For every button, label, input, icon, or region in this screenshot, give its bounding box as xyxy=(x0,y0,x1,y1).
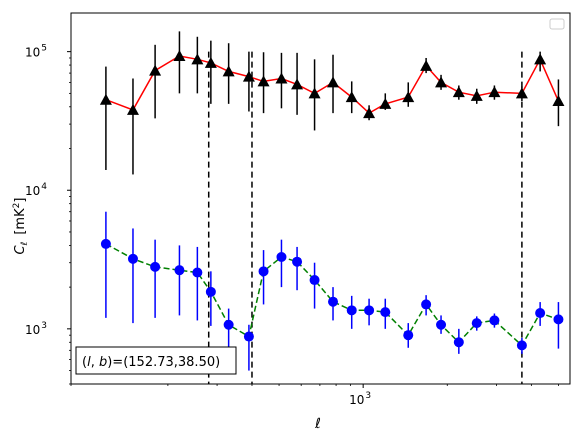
upper-triangle-point-19 xyxy=(452,86,465,98)
lower-circle-point-19 xyxy=(453,337,464,348)
upper-triangle-point-23 xyxy=(534,53,547,65)
upper-triangle-point-14 xyxy=(363,107,376,119)
annotation-text: (l, b)=(152.73,38.50) xyxy=(82,355,220,370)
y-axis-label: Cℓ[mK2] xyxy=(12,198,30,255)
upper-triangle-point-13 xyxy=(345,91,358,103)
lower-circle-point-17 xyxy=(421,299,432,310)
upper-triangle-point-21 xyxy=(488,86,501,98)
upper-triangle-point-2 xyxy=(149,64,162,76)
lower-circle-point-16 xyxy=(403,330,414,341)
upper-triangle-point-0 xyxy=(99,93,112,105)
lower-circle-point-2 xyxy=(150,261,161,272)
lower-circle-point-9 xyxy=(276,251,287,262)
lower-circle-point-8 xyxy=(258,266,269,277)
legend-box xyxy=(549,18,565,30)
lower-series-line xyxy=(105,243,559,347)
lower-circle-point-7 xyxy=(243,331,254,342)
lower-circle-point-12 xyxy=(328,296,339,307)
upper-triangle-point-11 xyxy=(308,87,321,99)
lower-circle-point-14 xyxy=(364,305,375,316)
lower-circle-point-13 xyxy=(346,305,357,316)
upper-triangle-point-17 xyxy=(420,59,433,71)
lower-circle-point-18 xyxy=(436,319,447,330)
upper-triangle-point-18 xyxy=(435,76,448,88)
upper-triangle-point-10 xyxy=(291,78,304,90)
lower-circle-point-22 xyxy=(516,340,527,351)
lower-circle-point-11 xyxy=(309,275,320,286)
annotation-box: (l, b)=(152.73,38.50) xyxy=(75,346,237,375)
lower-circle-point-5 xyxy=(205,286,216,297)
lower-circle-point-1 xyxy=(127,253,138,264)
upper-triangle-point-8 xyxy=(257,75,270,87)
upper-triangle-point-12 xyxy=(327,76,340,88)
upper-triangle-point-20 xyxy=(470,89,483,101)
lower-circle-point-4 xyxy=(192,267,203,278)
upper-triangle-point-16 xyxy=(402,91,415,103)
lower-circle-point-3 xyxy=(174,265,185,276)
upper-triangle-point-22 xyxy=(515,87,528,99)
lower-circle-point-10 xyxy=(292,256,303,267)
lower-circle-point-23 xyxy=(535,308,546,319)
upper-triangle-point-15 xyxy=(379,97,392,109)
reference-lines xyxy=(207,51,523,384)
lower-circle-point-15 xyxy=(380,307,391,318)
upper-triangle-point-1 xyxy=(126,103,139,115)
lower-circle-point-0 xyxy=(100,238,111,249)
lower-circle-point-6 xyxy=(223,319,234,330)
upper-triangle-point-9 xyxy=(275,72,288,84)
upper-triangle-point-7 xyxy=(242,70,255,82)
upper-triangle-point-6 xyxy=(222,65,235,77)
y-tick-label-2: 105 xyxy=(25,44,47,60)
lower-circle-point-24 xyxy=(553,314,564,325)
x-tick-label-0: 103 xyxy=(349,391,371,407)
upper-triangle-point-3 xyxy=(173,50,186,62)
y-tick-label-1: 104 xyxy=(25,182,47,198)
y-tick-label-0: 103 xyxy=(25,321,47,337)
upper-triangle-point-24 xyxy=(552,95,565,107)
plot-frame xyxy=(70,12,571,385)
lower-circle-point-21 xyxy=(489,315,500,326)
data-markers xyxy=(99,50,565,351)
lower-circle-point-20 xyxy=(471,318,482,329)
x-axis-label: ℓ xyxy=(314,416,321,432)
upper-triangle-point-4 xyxy=(191,53,204,65)
upper-triangle-point-5 xyxy=(204,56,217,68)
